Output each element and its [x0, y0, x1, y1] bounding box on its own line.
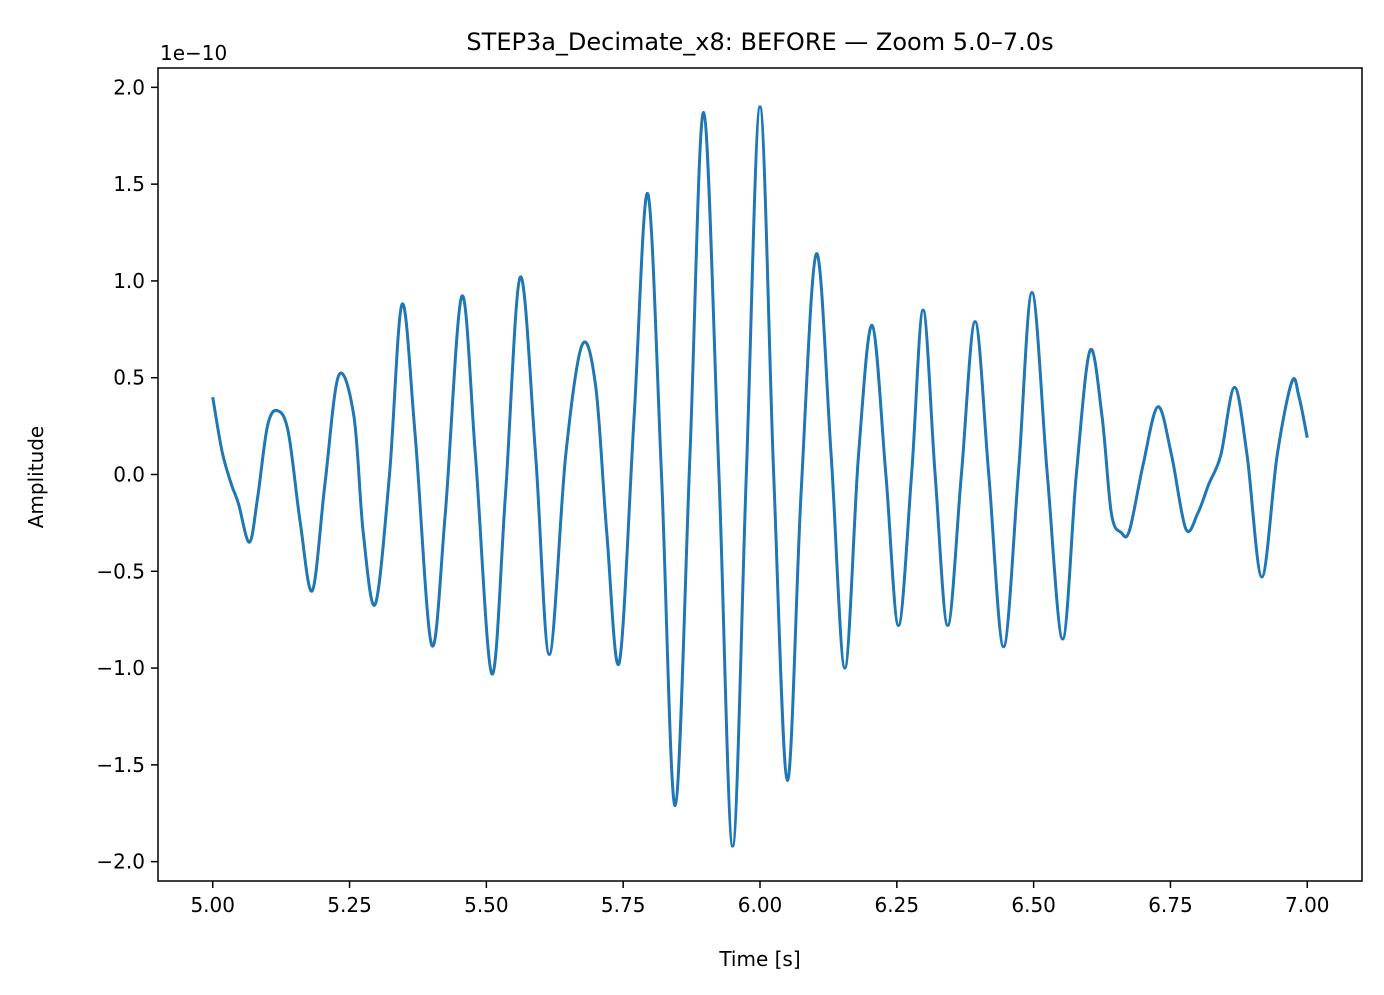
- series-line-signal: [211, 105, 1309, 848]
- x-tick-label: 5.50: [464, 893, 509, 917]
- x-tick-label: 6.75: [1148, 893, 1193, 917]
- y-tick-label: −1.5: [96, 753, 145, 777]
- x-tick-label: 5.00: [190, 893, 235, 917]
- y-tick-label: 0.0: [113, 463, 145, 487]
- x-tick-label: 5.25: [327, 893, 372, 917]
- y-tick-label: −1.0: [96, 656, 145, 680]
- y-tick-label: 2.0: [113, 75, 145, 99]
- axes-frame: [157, 67, 1363, 882]
- chart-title: STEP3a_Decimate_x8: BEFORE — Zoom 5.0–7.…: [466, 28, 1053, 56]
- y-tick-label: 1.5: [113, 172, 145, 196]
- x-tick-label: 6.25: [875, 893, 920, 917]
- x-tick-label: 5.75: [601, 893, 646, 917]
- y-tick-label: 1.0: [113, 269, 145, 293]
- y-tick-label: 0.5: [113, 366, 145, 390]
- axis-ticks: 5.00 5.25 5.50 5.75 6.00 6.25 6.50 6.75 7.00 −2.0…: [96, 75, 1329, 917]
- y-tick-label: −2.0: [96, 850, 145, 874]
- y-axis-offset-text: 1e−10: [160, 41, 227, 65]
- x-tick-label: 6.00: [738, 893, 783, 917]
- y-axis-label: Amplitude: [24, 426, 48, 529]
- plot-series: [211, 105, 1309, 848]
- y-tick-label: −0.5: [96, 559, 145, 583]
- x-tick-label: 7.00: [1285, 893, 1330, 917]
- x-tick-label: 6.50: [1011, 893, 1056, 917]
- x-axis-label: Time [s]: [718, 947, 800, 971]
